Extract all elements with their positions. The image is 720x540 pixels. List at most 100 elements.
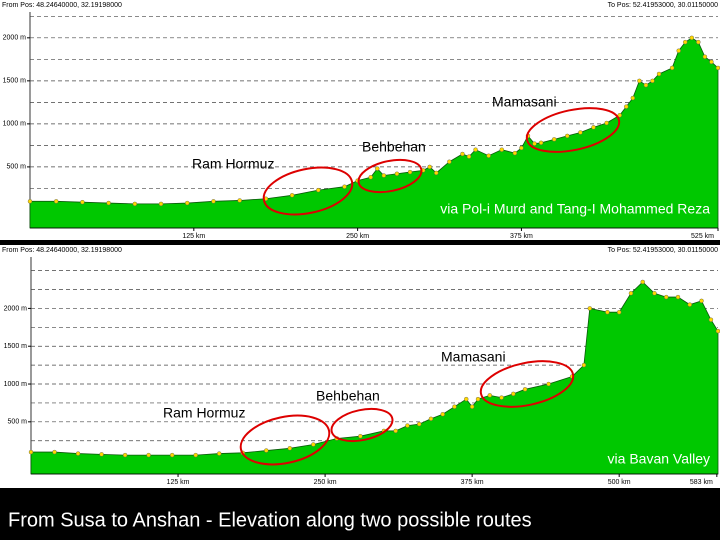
elevation-point [447, 159, 452, 164]
elevation-point [316, 187, 321, 193]
elevation-point [417, 421, 422, 427]
y-tick-label: 500 m [8, 419, 28, 426]
from-label: From Pos: 48.24640000, 32.19198000 [2, 2, 122, 9]
elevation-point [342, 184, 347, 189]
elevation-point [193, 452, 198, 458]
elevation-point [699, 298, 704, 304]
elevation-point [158, 201, 164, 207]
elevation-point [428, 416, 434, 422]
elevation-point [185, 200, 190, 206]
elevation-point [211, 199, 216, 204]
y-tick-label: 1000 m [4, 381, 28, 388]
elevation-point [452, 404, 457, 409]
elevation-point [381, 173, 387, 178]
elevation-point [630, 95, 636, 101]
elevation-point [375, 166, 380, 171]
annotation: Ram Hormuz [192, 156, 274, 172]
highlight-ellipse [262, 166, 354, 216]
x-tick-label: 375 km [461, 479, 484, 486]
elevation-point [486, 153, 491, 158]
elevation-point [522, 387, 528, 392]
elevation-point [676, 48, 681, 53]
elevation-point [237, 198, 242, 203]
elevation-point [708, 317, 714, 322]
elevation-point [464, 396, 469, 402]
elevation-point [499, 147, 504, 152]
elevation-point [538, 140, 544, 146]
elevation-point [287, 446, 293, 451]
elevation-point [532, 141, 537, 146]
elevation-point [591, 125, 596, 130]
y-tick-label: 1500 m [3, 78, 27, 85]
to-label: To Pos: 52.41953000, 30.01150000 [608, 2, 719, 9]
elevation-point [652, 291, 657, 296]
elevation-point [469, 404, 475, 409]
elevation-point [669, 65, 675, 71]
elevation-point [650, 78, 655, 84]
elevation-point [487, 393, 492, 398]
y-tick-label: 500 m [7, 164, 27, 171]
highlight-ellipse [330, 407, 394, 443]
elevation-point [473, 147, 478, 152]
elevation-point [565, 133, 570, 139]
elevation-point [394, 171, 400, 176]
elevation-point [169, 452, 175, 458]
highlight-ellipse [525, 107, 621, 153]
elevation-point [27, 199, 33, 204]
elevation-point [440, 412, 445, 417]
elevation-point [289, 193, 295, 198]
x-tick-label: 125 km [182, 233, 205, 240]
annotation: Mamasani [441, 349, 506, 365]
elevation-point [52, 449, 57, 455]
elevation-point [709, 59, 714, 65]
elevation-point [640, 279, 645, 285]
elevation-point [628, 291, 634, 296]
annotation: Behbehan [362, 139, 426, 155]
elevation-point [405, 423, 410, 428]
elevation-point [546, 381, 551, 387]
route-label: via Bavan Valley [608, 451, 710, 467]
highlight-ellipse [239, 414, 331, 466]
elevation-point [683, 39, 688, 45]
elevation-point [264, 448, 269, 453]
elevation-point [99, 452, 104, 457]
x-tick-label: 250 km [314, 479, 337, 486]
elevation-point [689, 35, 694, 41]
elevation-point [80, 199, 85, 205]
to-label: To Pos: 52.41953000, 30.01150000 [608, 247, 719, 254]
annotation: Ram Hormuz [163, 405, 245, 421]
elevation-point [578, 130, 583, 135]
separator [0, 240, 720, 245]
elevation-point [624, 104, 629, 109]
elevation-point [643, 82, 649, 88]
y-tick-label: 1500 m [4, 343, 28, 350]
elevation-point [217, 451, 222, 456]
x-tick-label: 375 km [510, 233, 533, 240]
elevation-point [434, 170, 439, 176]
elevation-point [511, 391, 516, 397]
elevation-point [122, 452, 128, 458]
elevation-point [637, 78, 642, 84]
elevation-point [605, 309, 610, 315]
highlight-ellipse [357, 158, 423, 194]
elevation-point [696, 39, 701, 45]
elevation-point [702, 54, 708, 59]
elevation-point [475, 396, 481, 402]
elevation-point [581, 362, 587, 368]
elevation-point [715, 65, 720, 71]
elevation-point [604, 120, 609, 126]
elevation-point [519, 145, 524, 151]
y-tick-label: 1000 m [3, 121, 27, 128]
elevation-point [512, 150, 518, 156]
x-tick-label: 525 km [691, 233, 714, 240]
highlight-ellipse [479, 360, 575, 408]
annotation: Behbehan [316, 388, 380, 404]
y-tick-label: 2000 m [4, 305, 28, 312]
elevation-point [715, 328, 720, 334]
elevation-point [616, 309, 622, 315]
elevation-point [687, 302, 692, 307]
y-tick-label: 2000 m [3, 35, 27, 42]
annotation: Mamasani [492, 94, 557, 110]
caption: From Susa to Anshan - Elevation along tw… [8, 509, 532, 531]
